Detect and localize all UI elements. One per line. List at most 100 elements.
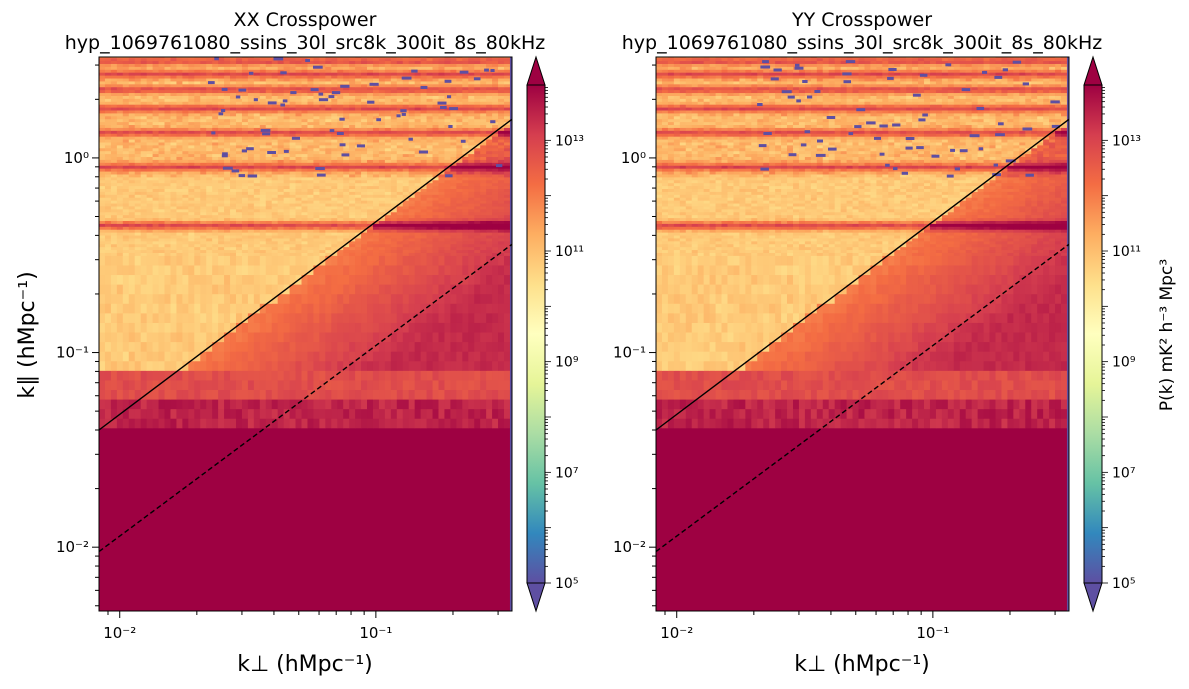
heatmap-cell xyxy=(134,104,142,108)
heatmap-cell xyxy=(402,188,410,192)
heatmap-cell xyxy=(450,127,457,131)
heatmap-cell xyxy=(99,229,106,233)
heatmap-cell xyxy=(486,191,493,195)
heatmap-cell xyxy=(99,188,106,192)
heatmap-cell xyxy=(188,168,195,172)
heatmap-cell xyxy=(498,113,505,117)
heatmap-cell xyxy=(128,214,136,219)
heatmap-cell xyxy=(438,197,445,201)
heatmap-cell xyxy=(486,200,493,204)
heatmap-cell xyxy=(420,284,427,295)
heatmap-cell xyxy=(283,217,290,221)
heatmap-cell xyxy=(462,418,469,429)
heatmap-cell xyxy=(235,312,243,323)
heatmap-cell xyxy=(235,235,243,239)
heatmap-cell xyxy=(372,265,380,276)
heatmap-cell xyxy=(253,255,261,266)
heatmap-cell xyxy=(146,360,154,371)
heatmap-cell xyxy=(152,197,159,201)
heatmap-cell xyxy=(271,226,279,230)
heatmap-cell xyxy=(277,156,285,160)
heatmap-cell xyxy=(426,156,433,160)
heatmap-cell xyxy=(480,243,487,248)
heatmap-cell xyxy=(271,113,279,117)
heatmap-cell xyxy=(396,208,404,213)
heatmap-cell xyxy=(301,322,308,333)
heatmap-cell xyxy=(337,203,344,207)
heatmap-cell xyxy=(331,240,338,245)
heatmap-cell xyxy=(390,191,398,195)
heatmap-cell xyxy=(140,235,148,239)
heatmap-cell xyxy=(116,176,124,181)
heatmap-cell xyxy=(99,124,106,128)
heatmap-cell xyxy=(200,249,207,253)
heatmap-cell xyxy=(140,168,148,172)
heatmap-cell xyxy=(99,115,106,120)
heatmap-cell xyxy=(498,133,505,137)
heatmap-cell xyxy=(313,341,320,352)
heatmap-cell xyxy=(230,150,237,155)
heatmap-cell xyxy=(504,360,511,371)
heatmap-cell xyxy=(271,179,279,184)
heatmap-cell xyxy=(480,136,487,140)
heatmap-cell xyxy=(283,200,290,204)
heatmap-cell xyxy=(265,124,273,128)
heatmap-cell xyxy=(450,104,457,108)
heatmap-cell xyxy=(99,179,106,184)
heatmap-cell xyxy=(498,293,505,304)
heatmap-cell xyxy=(301,240,308,245)
heatmap-cell xyxy=(212,206,219,210)
heatmap-cell xyxy=(468,127,475,131)
heatmap-cell xyxy=(480,165,487,169)
heatmap-cell xyxy=(355,206,362,210)
heatmap-cell xyxy=(212,147,219,152)
heatmap-cell xyxy=(188,265,195,276)
heatmap-cell xyxy=(486,179,493,184)
heatmap-cell xyxy=(230,159,237,163)
heatmap-cell xyxy=(241,360,249,371)
heatmap-cell xyxy=(498,284,505,295)
heatmap-cell xyxy=(384,104,392,108)
heatmap-cell xyxy=(259,249,267,253)
heatmap-cell xyxy=(432,174,439,178)
heatmap-cell xyxy=(152,208,159,213)
heatmap-cell xyxy=(235,332,243,343)
heatmap-cell xyxy=(104,130,112,134)
heatmap-cell xyxy=(218,142,225,146)
heatmap-cell xyxy=(188,408,195,419)
heatmap-cell xyxy=(307,144,314,149)
heatmap-cell xyxy=(164,226,171,230)
heatmap-cell xyxy=(235,380,243,390)
heatmap-cell xyxy=(307,249,314,253)
heatmap-cell xyxy=(218,214,225,219)
heatmap-cell xyxy=(140,341,148,352)
heatmap-cell xyxy=(200,118,207,123)
heatmap-cell xyxy=(271,332,279,343)
heatmap-cell xyxy=(212,121,219,126)
heatmap-cell xyxy=(164,303,171,314)
heatmap-cell xyxy=(486,235,493,239)
heatmap-cell xyxy=(206,156,213,160)
heatmap-cell xyxy=(432,229,439,233)
heatmap-cell xyxy=(122,179,130,184)
heatmap-cell xyxy=(396,312,404,323)
heatmap-cell xyxy=(325,284,332,295)
heatmap-cell xyxy=(414,293,422,304)
heatmap-cell xyxy=(188,133,195,137)
heatmap-cell xyxy=(378,246,386,251)
heatmap-cell xyxy=(307,113,314,117)
heatmap-cell xyxy=(313,380,320,390)
heatmap-cell xyxy=(170,162,177,166)
heatmap-cell xyxy=(295,191,302,195)
heatmap-cell xyxy=(438,165,445,169)
heatmap-cell xyxy=(378,191,386,195)
heatmap-cell xyxy=(104,188,112,192)
heatmap-cell xyxy=(355,380,362,390)
heatmap-cell xyxy=(372,107,380,111)
heatmap-cell xyxy=(206,194,213,198)
heatmap-cell xyxy=(200,139,207,143)
heatmap-cell xyxy=(367,293,374,304)
heatmap-cell xyxy=(271,240,279,245)
heatmap-cell xyxy=(128,162,136,166)
heatmap-cell xyxy=(426,162,433,166)
